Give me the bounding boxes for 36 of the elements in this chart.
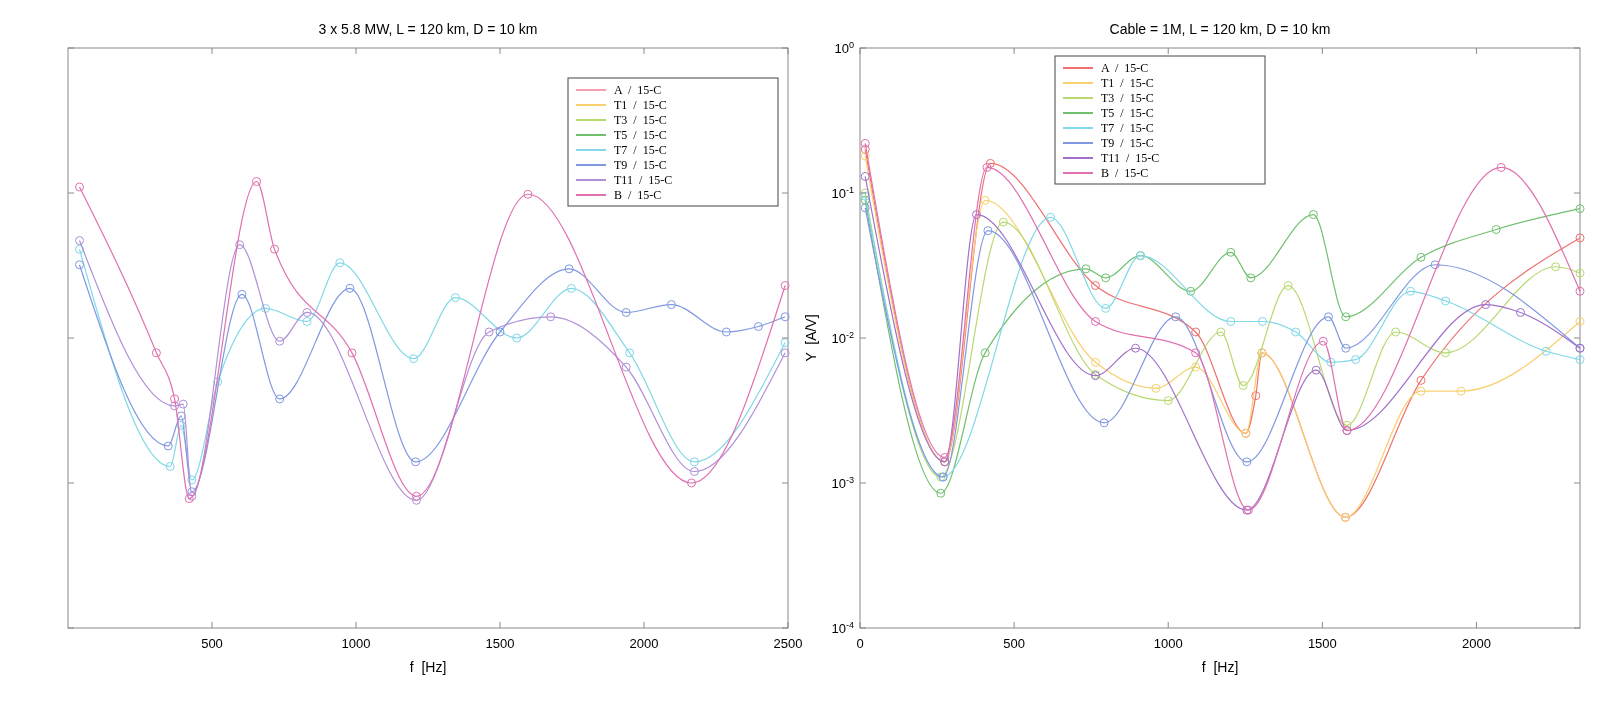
legend-label: T3 / 15-C [1101,91,1154,106]
y-axis-title: Y [A/V] [803,314,819,362]
x-tick-label: 500 [201,636,223,651]
x-axis-title: f [Hz] [1201,659,1239,675]
legend-label: T9 / 15-C [614,158,667,173]
y-tick-label: 10$^{-4}$ [831,619,854,636]
x-tick-label: 1000 [1153,636,1183,651]
legend-label: A / 15-C [614,83,662,98]
x-tick-label: 1500 [1307,636,1337,651]
chart-title: 3 x 5.8 MW, L = 120 km, D = 10 km [318,21,538,37]
legend-label: T1 / 15-C [614,98,667,113]
legend-label: T7 / 15-C [1101,121,1154,136]
legend-label: T3 / 15-C [614,113,667,128]
legend-label: T1 / 15-C [1101,76,1154,91]
legend-label: T9 / 15-C [1101,136,1154,151]
legend-label: T5 / 15-C [1101,106,1154,121]
y-tick-label: 10$^{0}$ [834,39,854,56]
legend-label: A / 15-C [1101,61,1149,76]
y-tick-label: 10$^{-3}$ [831,474,854,491]
x-tick-label: 500 [1003,636,1025,651]
legend-label: B / 15-C [614,188,662,203]
legend-label: B / 15-C [1101,166,1149,181]
legend-label: T11 / 15-C [614,173,673,188]
legend-label: T5 / 15-C [614,128,667,143]
x-tick-label: 0 [856,636,864,651]
x-tick-label: 2000 [629,636,659,651]
x-axis-title: f [Hz] [409,659,447,675]
legend-label: T11 / 15-C [1101,151,1160,166]
x-tick-label: 2500 [773,636,803,651]
x-tick-label: 1500 [485,636,515,651]
legend-label: T7 / 15-C [614,143,667,158]
x-tick-label: 2000 [1461,636,1491,651]
y-tick-label: 10$^{-2}$ [831,329,854,346]
y-tick-label: 10$^{-1}$ [831,184,854,201]
chart-title: Cable = 1M, L = 120 km, D = 10 km [1109,21,1331,37]
x-tick-label: 1000 [341,636,371,651]
